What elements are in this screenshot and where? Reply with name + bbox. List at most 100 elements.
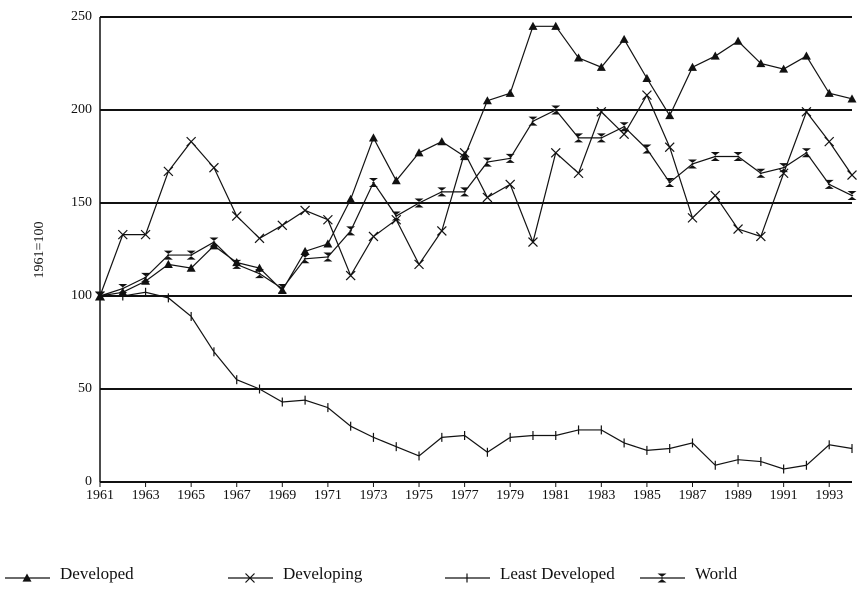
marker [687, 62, 697, 71]
marker [505, 179, 516, 190]
legend-marker [22, 573, 32, 582]
x-tick-label: 1981 [542, 488, 570, 503]
marker [186, 250, 196, 260]
marker [665, 111, 675, 120]
marker [710, 51, 720, 60]
marker [801, 106, 812, 117]
marker [277, 220, 288, 231]
marker [733, 36, 743, 45]
x-tick-label: 1965 [177, 488, 205, 503]
marker [733, 224, 743, 234]
marker [300, 246, 310, 255]
marker [163, 166, 174, 177]
marker [368, 133, 378, 142]
marker [710, 152, 720, 161]
marker [459, 147, 470, 158]
marker [300, 254, 310, 264]
marker [574, 53, 584, 62]
marker [824, 136, 835, 147]
marker [186, 263, 196, 272]
x-tick-label: 1967 [223, 488, 251, 503]
marker [437, 187, 447, 197]
marker [322, 214, 333, 225]
marker [756, 59, 766, 68]
marker [665, 178, 675, 188]
marker [414, 148, 424, 157]
marker [231, 211, 242, 221]
marker [505, 153, 515, 163]
marker [619, 34, 629, 43]
marker [847, 191, 857, 201]
y-tick-label: 150 [71, 195, 92, 210]
x-tick-label: 1975 [405, 488, 433, 503]
x-tick-label: 1979 [496, 488, 524, 503]
marker [436, 225, 447, 236]
marker [619, 122, 629, 132]
marker [163, 250, 173, 260]
x-tick-label: 1973 [359, 488, 387, 503]
marker [801, 51, 811, 60]
marker [346, 194, 356, 203]
legend-marker [657, 573, 667, 583]
marker [482, 192, 493, 203]
marker [95, 291, 105, 301]
marker [779, 163, 789, 173]
series-line [99, 109, 853, 297]
marker [414, 198, 424, 208]
marker [779, 64, 789, 73]
marker [664, 142, 675, 153]
marker [551, 105, 561, 115]
marker [641, 90, 652, 101]
legend: Developed Developing Least Developed World [5, 564, 738, 583]
legend-label: Least Developed [500, 564, 615, 583]
marker [801, 148, 811, 158]
marker [391, 211, 401, 221]
series-line [99, 25, 853, 297]
marker [733, 152, 743, 161]
marker [596, 133, 606, 143]
x-tick-label: 1961 [86, 488, 114, 503]
marker [186, 136, 197, 147]
marker [642, 144, 652, 154]
marker [778, 168, 789, 179]
legend-label: Developed [60, 564, 134, 583]
marker [346, 226, 356, 236]
x-tick-label: 1963 [132, 488, 160, 503]
marker [824, 88, 834, 97]
marker [756, 168, 766, 178]
marker [505, 88, 515, 97]
marker [710, 190, 721, 201]
marker [482, 157, 492, 167]
marker [687, 212, 698, 223]
legend-label: Developing [283, 564, 363, 583]
marker [687, 159, 697, 169]
legend-label: World [695, 564, 738, 583]
x-tick-label: 1969 [268, 488, 296, 503]
marker [300, 205, 311, 216]
marker [254, 233, 265, 244]
marker [847, 170, 857, 181]
x-tick-label: 1983 [587, 488, 615, 503]
marker [460, 187, 470, 197]
marker [596, 106, 607, 117]
marker [232, 259, 242, 269]
y-tick-label: 250 [71, 9, 92, 24]
marker [209, 162, 219, 173]
series-line [99, 93, 853, 297]
marker [209, 237, 219, 247]
series-line [100, 291, 853, 470]
marker [255, 269, 265, 279]
x-tick-label: 1971 [314, 488, 342, 503]
x-tick-label: 1985 [633, 488, 661, 503]
marker [528, 21, 538, 30]
marker [596, 62, 606, 71]
marker [528, 116, 538, 126]
y-tick-label: 100 [71, 288, 92, 303]
marker [391, 176, 401, 185]
marker [847, 94, 857, 103]
marker [550, 147, 561, 158]
marker [573, 168, 584, 179]
marker [755, 231, 766, 242]
marker [824, 179, 834, 189]
marker [140, 229, 151, 240]
